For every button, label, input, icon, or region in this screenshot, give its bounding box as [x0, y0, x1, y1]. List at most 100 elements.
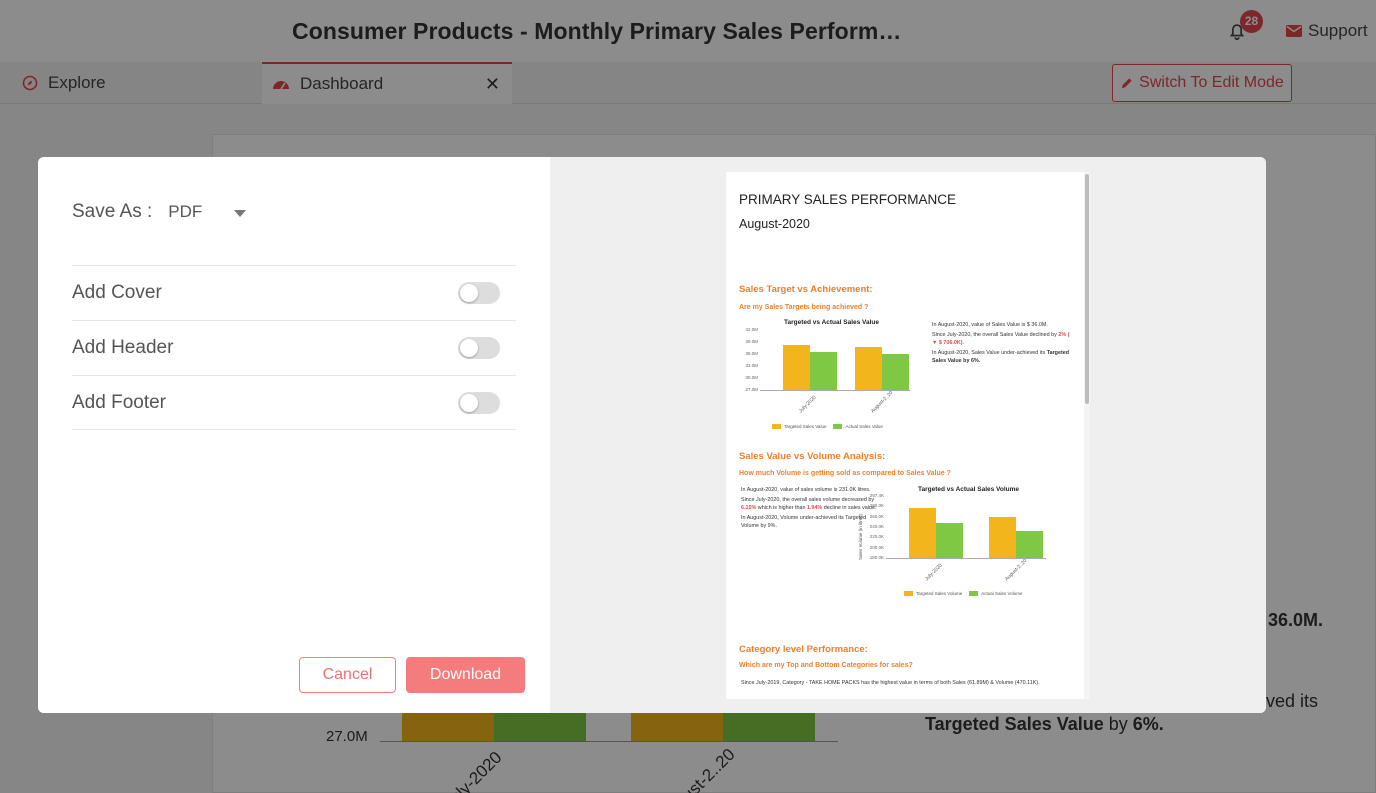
- bg-targeted-bold: Targeted Sales Value: [925, 714, 1104, 734]
- legend-swatch: [969, 591, 979, 596]
- section1-question: Are my Sales Targets being achieved ?: [739, 304, 869, 311]
- chart2-bar[interactable]: [1016, 531, 1043, 558]
- chart1-bar[interactable]: [783, 345, 810, 390]
- chart2-x-label: August-2..20: [1004, 557, 1029, 583]
- preview-scrollbar-thumb[interactable]: [1085, 174, 1089, 404]
- section2-question: How much Volume is getting sold as compa…: [739, 470, 951, 477]
- chart2-y-tick: 260.0K: [869, 513, 884, 519]
- legend-swatch: [772, 424, 781, 429]
- save-as-row: Save As : PDF: [72, 201, 247, 223]
- top-bar: Consumer Products - Monthly Primary Sale…: [0, 0, 1376, 62]
- add-footer-row: Add Footer: [72, 375, 516, 430]
- chart2-y-label: Sales Volume (in litres): [858, 513, 863, 560]
- bg-bar-targeted-aug: [631, 713, 723, 741]
- add-cover-label: Add Cover: [72, 282, 162, 303]
- chart2-title: Targeted vs Actual Sales Volume: [918, 486, 1020, 493]
- pdf-preview-page[interactable]: PRIMARY SALES PERFORMANCE August-2020 Sa…: [726, 172, 1084, 699]
- tab-dashboard-label: Dashboard: [300, 74, 384, 93]
- section1-note2a: Since July-2020, the overall Sales Value…: [932, 331, 1059, 338]
- section1-note3b: Targeted Sales Value by 6%.: [932, 349, 1070, 365]
- section2-note3: In August-2020, Volume under-achieved it…: [741, 514, 867, 530]
- chart1-bar[interactable]: [882, 354, 909, 390]
- support-button[interactable]: Support: [1278, 14, 1376, 48]
- section1-note2b: 2% ( ▼ $ 706.0K): [932, 331, 1070, 347]
- pencil-icon: [1122, 77, 1132, 88]
- chart2-y-tick: 297.4K: [869, 493, 884, 498]
- legend-label: Actual Sales Volume: [981, 591, 1023, 596]
- page-title: Consumer Products - Monthly Primary Sale…: [292, 18, 902, 44]
- legend-label: Actual Sales Value: [845, 424, 883, 429]
- section3-question: Which are my Top and Bottom Categories f…: [739, 662, 913, 669]
- save-as-select[interactable]: PDF: [168, 202, 247, 222]
- chart2-x-label: July-2020: [924, 562, 944, 583]
- add-footer-label: Add Footer: [72, 391, 166, 413]
- bg-bar-actual-aug: [723, 713, 815, 741]
- chart1-bar[interactable]: [855, 346, 882, 390]
- section2-note2: Since July-2020, the overall sales volum…: [741, 496, 879, 513]
- section1-note2c: .: [962, 340, 965, 346]
- bg-bar-actual-july: [494, 713, 586, 741]
- cancel-button[interactable]: Cancel: [299, 657, 396, 693]
- bg-y-tick: 27.0M: [326, 728, 368, 745]
- switch-edit-mode-label: Switch To Edit Mode: [1139, 74, 1284, 91]
- section1-note1: In August-2020, value of Sales Value is …: [932, 322, 1048, 328]
- pdf-preview-panel: PRIMARY SALES PERFORMANCE August-2020 Sa…: [550, 157, 1266, 713]
- bg-targeted-text: Targeted Sales Value by 6%.: [925, 714, 1164, 735]
- legend-label: Targeted Sales Volume: [916, 591, 963, 596]
- support-label: Support: [1308, 21, 1368, 40]
- mail-icon: [1286, 25, 1302, 37]
- bg-sales-value-text: 36.0M.: [1268, 610, 1324, 630]
- bg-bar-targeted-july: [402, 713, 494, 741]
- chart1-title: Targeted vs Actual Sales Value: [784, 319, 880, 326]
- section1-notes: In August-2020, value of Sales Value is …: [932, 321, 1070, 366]
- add-footer-toggle[interactable]: [458, 391, 500, 414]
- chart1-x-label: July-2020: [798, 394, 818, 415]
- legend-label: Targeted Sales Value: [784, 424, 827, 429]
- chart1-y-tick: 42.0M: [745, 327, 758, 332]
- add-cover-toggle[interactable]: [458, 282, 500, 304]
- bg-targeted-pct: 6%.: [1132, 714, 1164, 734]
- section2-notes: In August-2020, value of sales volume is…: [741, 486, 879, 531]
- chart2-y-tick: 280.0K: [869, 503, 884, 509]
- bg-axis-line: [380, 741, 838, 742]
- gauge-icon: [273, 81, 289, 90]
- section1-heading: Sales Target vs Achievement:: [739, 284, 873, 295]
- export-modal: Save As : PDF Add Cover Add Header Add F…: [38, 157, 1266, 713]
- chevron-down-icon: [234, 209, 247, 217]
- close-icon[interactable]: ✕: [484, 74, 500, 94]
- chart1-bar[interactable]: [810, 351, 837, 390]
- section2-heading: Sales Value vs Volume Analysis:: [739, 451, 886, 462]
- section3-note1: Since July-2019, Category - TAKE HOME PA…: [741, 680, 1040, 686]
- preview-scrollbar[interactable]: [1084, 172, 1090, 699]
- chart2-bar[interactable]: [909, 507, 936, 558]
- section1-note3: In August-2020, Sales Value under-achiev…: [932, 349, 1070, 366]
- chart1-y-tick: 36.0M: [745, 351, 758, 356]
- chart2-x-axis: [886, 558, 1046, 559]
- tab-dashboard[interactable]: Dashboard ✕: [262, 62, 512, 104]
- chart1-y-tick: 39.0M: [745, 339, 758, 344]
- section2-note2a: Since July-2020, the overall sales volum…: [741, 496, 875, 503]
- add-header-row: Add Header: [72, 320, 516, 375]
- section1-note3a: In August-2020, Sales Value under-achiev…: [932, 349, 1047, 356]
- chart2-y-tick: 220.0K: [869, 534, 884, 540]
- section2-note2b: 6.15%: [741, 505, 757, 511]
- save-as-label: Save As :: [72, 201, 153, 222]
- chart2-bar[interactable]: [936, 523, 963, 558]
- chart1-y-tick: 30.0M: [745, 375, 758, 380]
- section2-note2d: 1.94%: [806, 505, 823, 511]
- add-header-toggle[interactable]: [458, 337, 500, 359]
- tab-explore[interactable]: Explore: [0, 62, 262, 104]
- tab-explore-label: Explore: [48, 73, 106, 92]
- switch-edit-mode-button[interactable]: Switch To Edit Mode: [1112, 64, 1292, 102]
- chart1-y-tick: 33.0M: [745, 363, 758, 368]
- section2-note2c: which is higher than: [756, 505, 807, 511]
- download-button[interactable]: Download: [406, 657, 525, 693]
- preview-subtitle: August-2020: [739, 217, 810, 231]
- chart2-y-tick: 180.0K: [869, 555, 884, 560]
- export-options-panel: Save As : PDF Add Cover Add Header Add F…: [38, 157, 550, 713]
- chart2-y-tick: 240.0K: [869, 524, 884, 529]
- chart2-bar[interactable]: [989, 517, 1016, 558]
- chart2-legend: Targeted Sales Volume Actual Sales Volume: [904, 591, 1027, 596]
- bell-icon[interactable]: [1226, 20, 1248, 42]
- legend-swatch: [904, 591, 913, 596]
